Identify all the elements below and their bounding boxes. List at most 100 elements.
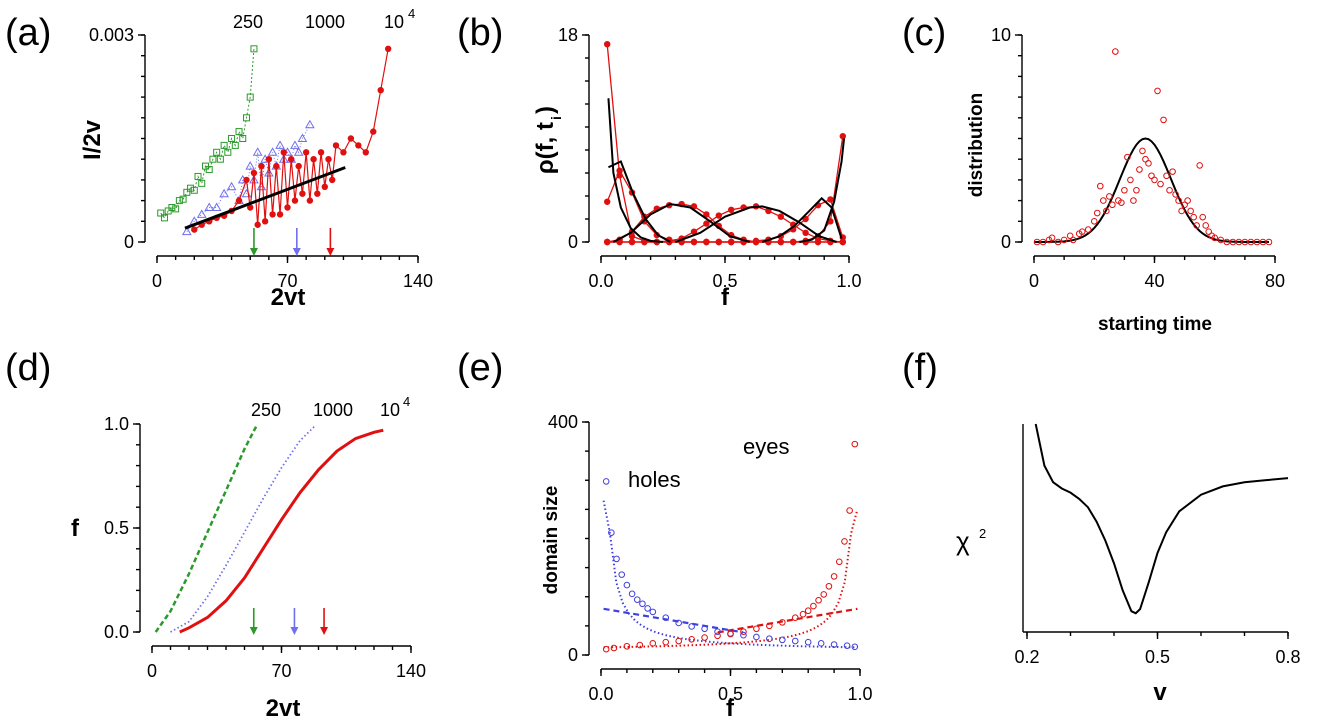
data-point-circle	[728, 238, 735, 246]
data-point-circle	[703, 220, 710, 227]
data-point-circle	[299, 190, 306, 197]
data-point-open-circle	[1048, 234, 1056, 242]
data-point-open-circle	[830, 641, 838, 648]
data-point-triangle	[211, 202, 222, 211]
data-point-circle	[302, 149, 310, 156]
panel-b: (b) 0.0 0.5 1.0 0 18 f ρ(f, t i)	[457, 12, 862, 311]
marker-arrow-head	[290, 627, 299, 635]
data-point-triangle	[219, 188, 229, 198]
fit-curve	[608, 160, 671, 243]
data-point-square	[205, 166, 213, 174]
fit-curve	[675, 205, 837, 243]
data-point-open-circle	[701, 625, 708, 633]
data-point-circle	[243, 176, 250, 184]
data-point-circle	[250, 169, 258, 177]
data-point-triangle	[275, 140, 285, 149]
data-point-square	[172, 205, 180, 213]
panel-label: (a)	[5, 12, 51, 54]
chi2-curve	[1034, 423, 1289, 615]
data-point-open-circle	[830, 573, 838, 580]
data-point-open-circle	[1060, 236, 1068, 244]
data-point-open-circle	[1184, 197, 1191, 204]
curve-label-1000: 1000	[305, 12, 345, 32]
data-point-circle	[690, 228, 698, 235]
data-curve	[607, 136, 844, 243]
x-tick-label: 0.5	[718, 684, 743, 704]
data-point-circle	[254, 221, 261, 228]
x-axis-title: starting time	[1098, 314, 1212, 335]
data-point-open-circle	[1096, 182, 1104, 190]
data-point-open-circle	[1178, 207, 1185, 215]
data-point-circle	[604, 238, 611, 246]
data-point-circle	[728, 206, 735, 213]
y-axis-title: ρ(f, t i)	[532, 106, 564, 174]
curve-label-250: 250	[233, 12, 263, 32]
data-point-open-circle	[1130, 197, 1137, 204]
data-point-open-circle	[1103, 207, 1110, 215]
x-axis-title: f	[721, 284, 730, 311]
data-point-open-circle	[1187, 207, 1194, 215]
data-point-circle	[370, 128, 377, 135]
curve-label-1e4-exp: 4	[408, 6, 415, 21]
data-point-open-circle	[1211, 234, 1219, 242]
data-point-open-circle	[846, 507, 853, 514]
curve-label-1e4: 10	[384, 12, 404, 32]
marker-arrow-head	[249, 248, 258, 256]
data-point-circle	[247, 204, 254, 211]
data-point-open-circle	[1196, 162, 1203, 169]
data-point-circle	[310, 156, 317, 163]
x-tick-label: 1.0	[836, 271, 861, 291]
holes-label: holes	[628, 467, 681, 492]
panel-e: (e) 0.0 0.5 1.0 0 400 holes eyes f domain size	[457, 347, 873, 722]
data-point-square	[242, 114, 250, 122]
data-point-circle	[317, 149, 325, 156]
data-point-circle	[276, 211, 284, 218]
data-point-open-circle	[1118, 199, 1125, 206]
holes-model-dotted	[602, 500, 858, 649]
data-point-open-circle	[649, 640, 657, 647]
data-point-open-circle	[1069, 236, 1077, 244]
data-point-circle	[604, 198, 611, 205]
data-point-square	[190, 186, 198, 194]
curve-label-1e4: 10	[380, 400, 400, 420]
data-point-open-circle	[851, 643, 859, 651]
data-point-open-circle	[740, 631, 747, 639]
x-tick-label: 70	[277, 271, 297, 291]
data-point-triangle	[245, 161, 256, 170]
data-point-triangle	[290, 140, 300, 149]
data-point-open-circle	[804, 638, 812, 646]
data-point-open-circle	[1193, 222, 1200, 229]
y-tick-label: 0	[1001, 232, 1011, 252]
data-point-open-circle	[1160, 116, 1167, 124]
data-point-triangle	[226, 181, 237, 191]
data-point-square	[228, 135, 236, 142]
data-point-square	[239, 135, 247, 142]
data-point-open-circle	[649, 608, 657, 616]
data-point-open-circle	[1106, 193, 1113, 200]
data-point-open-circle	[675, 637, 683, 645]
data-point-open-circle	[701, 634, 708, 641]
data-point-open-circle	[1090, 218, 1098, 225]
x-tick-label: 0.0	[588, 271, 613, 291]
marker-arrow-head	[292, 248, 301, 256]
data-point-circle	[284, 204, 291, 211]
data-point-circle	[777, 213, 784, 220]
y-tick-label: 18	[558, 25, 578, 45]
data-point-circle	[790, 238, 797, 246]
data-point-circle	[288, 156, 295, 163]
data-point-square	[160, 214, 168, 222]
data-point-open-circle	[1127, 176, 1134, 184]
data-point-square	[246, 93, 254, 101]
data-point-open-circle	[835, 558, 843, 566]
y-axis-title: f	[71, 515, 80, 542]
series-line	[193, 48, 389, 231]
data-point-open-circle	[1039, 238, 1047, 246]
data-point-open-circle	[688, 635, 695, 643]
data-point-triangle	[263, 167, 274, 177]
x-axis-title: 2vt	[266, 695, 301, 722]
data-point-open-circle	[766, 635, 773, 642]
x-tick-label: 80	[1265, 271, 1285, 291]
y-tick-label: 0.5	[104, 518, 129, 538]
data-point-open-circle	[602, 478, 610, 485]
panel-label: (b)	[457, 12, 503, 54]
